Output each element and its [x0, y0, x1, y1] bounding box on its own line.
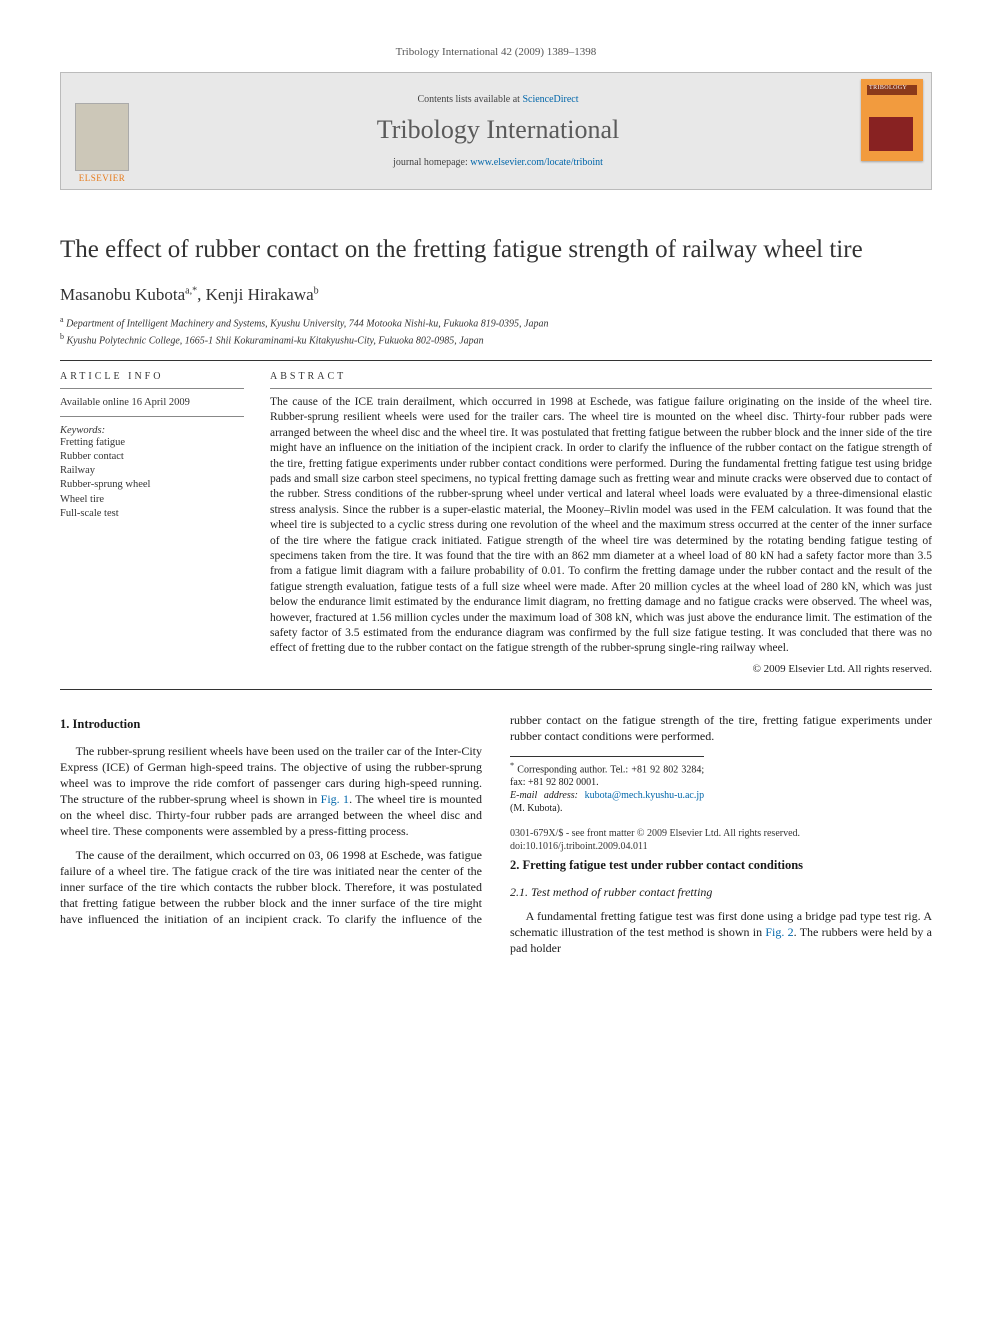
- author-2: Kenji Hirakawa: [206, 285, 314, 304]
- section-1-para-1: The rubber-sprung resilient wheels have …: [60, 743, 482, 839]
- contents-prefix: Contents lists available at: [417, 94, 522, 105]
- corr-ast-icon: *: [510, 761, 514, 770]
- abstract-label: ABSTRACT: [270, 371, 932, 382]
- affiliation-a: a Department of Intelligent Machinery an…: [60, 315, 932, 329]
- body-two-column: 1. Introduction The rubber-sprung resili…: [60, 712, 932, 957]
- journal-cover-block: TRIBOLOGY: [853, 73, 931, 189]
- journal-title: Tribology International: [377, 115, 619, 145]
- abstract-column: ABSTRACT The cause of the ICE train dera…: [270, 371, 932, 675]
- doi-line: doi:10.1016/j.triboint.2009.04.011: [510, 840, 932, 853]
- fig-2-link[interactable]: Fig. 2: [765, 925, 793, 939]
- keyword-6: Full-scale test: [60, 507, 244, 521]
- section-2-1-heading: 2.1. Test method of rubber contact frett…: [510, 884, 932, 900]
- divider-bottom: [60, 689, 932, 690]
- front-matter-meta: 0301-679X/$ - see front matter © 2009 El…: [510, 827, 932, 853]
- keyword-3: Railway: [60, 464, 244, 478]
- author-1: Masanobu Kubota: [60, 285, 185, 304]
- cover-label: TRIBOLOGY: [869, 85, 907, 91]
- fig-1-link[interactable]: Fig. 1: [321, 792, 349, 806]
- corresponding-author-note: * Corresponding author. Tel.: +81 92 802…: [510, 761, 704, 789]
- banner-center: Contents lists available at ScienceDirec…: [143, 73, 853, 189]
- journal-cover-icon: TRIBOLOGY: [861, 79, 923, 161]
- corr-text: Corresponding author. Tel.: +81 92 802 3…: [510, 764, 704, 788]
- abstract-text: The cause of the ICE train derailment, w…: [270, 395, 932, 657]
- affiliation-b: b Kyushu Polytechnic College, 1665-1 Shi…: [60, 332, 932, 346]
- divider-top: [60, 360, 932, 361]
- authors-line: Masanobu Kubotaa,*, Kenji Hirakawab: [60, 285, 932, 305]
- affil-b-sup: b: [60, 332, 64, 341]
- keyword-5: Wheel tire: [60, 493, 244, 507]
- email-label: E-mail address:: [510, 790, 578, 801]
- journal-banner: ELSEVIER Contents lists available at Sci…: [60, 72, 932, 190]
- homepage-link[interactable]: www.elsevier.com/locate/triboint: [470, 157, 603, 168]
- homepage-prefix: journal homepage:: [393, 157, 470, 168]
- sciencedirect-link[interactable]: ScienceDirect: [522, 94, 578, 105]
- publisher-logo-block: ELSEVIER: [61, 73, 143, 189]
- email-line: E-mail address: kubota@mech.kyushu-u.ac.…: [510, 789, 704, 815]
- email-who: (M. Kubota).: [510, 803, 563, 814]
- keyword-4: Rubber-sprung wheel: [60, 478, 244, 492]
- info-rule-2: [60, 416, 244, 417]
- publisher-name: ELSEVIER: [79, 173, 126, 183]
- available-online: Available online 16 April 2009: [60, 397, 244, 408]
- keyword-2: Rubber contact: [60, 450, 244, 464]
- author-2-affil-sup: b: [314, 286, 319, 297]
- section-1-heading: 1. Introduction: [60, 716, 482, 733]
- author-sep: ,: [197, 285, 206, 304]
- footnotes-block: * Corresponding author. Tel.: +81 92 802…: [510, 756, 704, 815]
- info-rule-1: [60, 388, 244, 389]
- section-2-1-para-1: A fundamental fretting fatigue test was …: [510, 908, 932, 956]
- article-title: The effect of rubber contact on the fret…: [60, 234, 932, 265]
- journal-homepage-line: journal homepage: www.elsevier.com/locat…: [393, 157, 603, 168]
- contents-list-line: Contents lists available at ScienceDirec…: [417, 94, 578, 105]
- abs-rule: [270, 388, 932, 389]
- elsevier-tree-icon: [75, 103, 129, 171]
- keyword-1: Fretting fatigue: [60, 436, 244, 450]
- affil-b-text: Kyushu Polytechnic College, 1665-1 Shii …: [67, 335, 484, 346]
- email-link[interactable]: kubota@mech.kyushu-u.ac.jp: [585, 790, 704, 801]
- affil-a-sup: a: [60, 315, 64, 324]
- affil-a-text: Department of Intelligent Machinery and …: [66, 319, 548, 330]
- keywords-label: Keywords:: [60, 425, 244, 436]
- front-matter-line: 0301-679X/$ - see front matter © 2009 El…: [510, 827, 932, 840]
- running-header: Tribology International 42 (2009) 1389–1…: [60, 46, 932, 58]
- copyright-line: © 2009 Elsevier Ltd. All rights reserved…: [270, 663, 932, 675]
- article-info-label: ARTICLE INFO: [60, 371, 244, 382]
- section-2-heading: 2. Fretting fatigue test under rubber co…: [510, 857, 932, 874]
- article-info-column: ARTICLE INFO Available online 16 April 2…: [60, 371, 244, 675]
